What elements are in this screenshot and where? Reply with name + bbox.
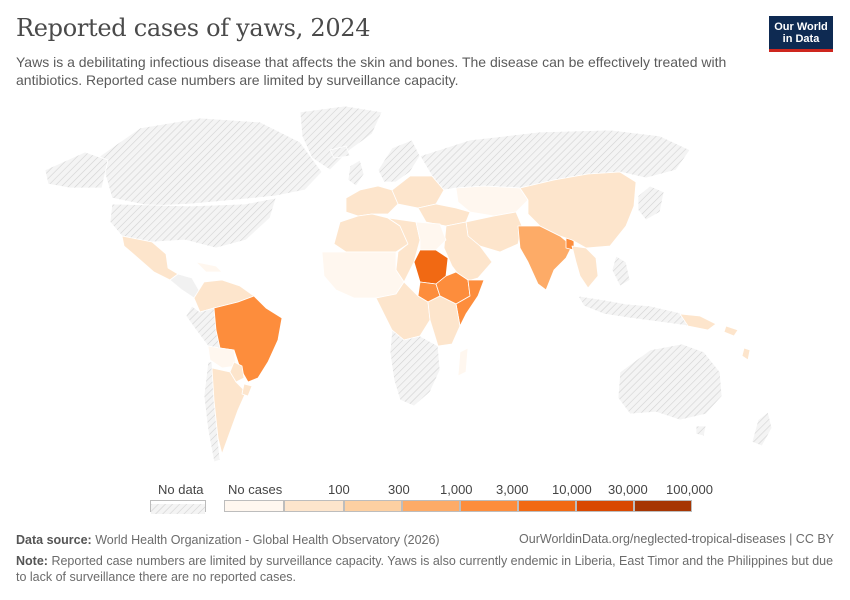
legend-tick-10000: 10,000 xyxy=(552,482,592,497)
data-source-text: World Health Organization - Global Healt… xyxy=(95,533,440,547)
legend-swatch-30000-100000 xyxy=(634,500,692,512)
legend-swatch-1000-3000 xyxy=(460,500,518,512)
legend-swatch-10000-30000 xyxy=(576,500,634,512)
region-central-america xyxy=(169,273,201,299)
chart-subtitle: Yaws is a debilitating infectious diseas… xyxy=(16,54,727,88)
region-solomon-islands xyxy=(723,325,739,337)
region-paraguay xyxy=(229,361,245,383)
legend-no-data-label: No data xyxy=(158,482,204,497)
region-china xyxy=(519,171,637,249)
region-japan-korea xyxy=(637,185,665,221)
legend-no-cases-swatch xyxy=(224,500,284,512)
region-southeast-asia xyxy=(571,245,599,289)
source-url-link[interactable]: OurWorldinData.org/neglected-tropical-di… xyxy=(519,532,834,546)
note-text: Reported case numbers are limited by sur… xyxy=(16,554,834,584)
region-philippines xyxy=(611,255,631,287)
logo-line-2: in Data xyxy=(782,33,820,45)
note-label: Note: xyxy=(16,554,48,568)
region-madagascar xyxy=(457,347,469,377)
region-brazil xyxy=(213,295,283,383)
region-west-africa xyxy=(321,251,405,299)
region-mexico xyxy=(121,235,179,281)
region-uruguay xyxy=(241,383,253,397)
region-iceland xyxy=(329,145,351,159)
region-png xyxy=(679,313,717,331)
region-alaska xyxy=(44,151,109,189)
region-usa xyxy=(109,197,277,249)
region-argentina xyxy=(211,367,247,455)
region-egypt xyxy=(415,221,447,251)
region-canada xyxy=(99,117,323,207)
legend-tick-100: 100 xyxy=(328,482,350,497)
legend-swatch-3000-10000 xyxy=(518,500,576,512)
legend-tick-1000: 1,000 xyxy=(440,482,473,497)
logo-line-1: Our World xyxy=(774,21,828,33)
region-eastern-europe xyxy=(391,175,445,209)
data-source-line: Data source: World Health Organization -… xyxy=(16,532,834,548)
region-australia xyxy=(617,343,723,421)
region-western-europe xyxy=(345,185,399,217)
owid-logo[interactable]: Our World in Data xyxy=(769,16,833,52)
region-greenland xyxy=(299,105,383,171)
region-arabia xyxy=(443,221,493,283)
world-map[interactable] xyxy=(0,100,850,475)
legend-tick-3000: 3,000 xyxy=(496,482,529,497)
note-block: Note: Reported case numbers are limited … xyxy=(16,553,834,585)
legend-swatch-300-1000 xyxy=(402,500,460,512)
region-new-zealand xyxy=(751,411,773,447)
region-somalia xyxy=(455,279,485,327)
region-tasmania xyxy=(695,425,707,437)
legend-no-data-swatch xyxy=(150,500,206,514)
region-southern-africa xyxy=(389,329,441,407)
legend-tick-100000: 100,000 xyxy=(666,482,713,497)
region-scandinavia xyxy=(377,139,421,183)
region-caribbean xyxy=(195,261,223,273)
region-turkey xyxy=(417,203,471,227)
region-vanuatu xyxy=(741,347,751,361)
legend-swatch-0-100 xyxy=(284,500,344,512)
data-source-label: Data source: xyxy=(16,533,92,547)
legend-swatch-100-300 xyxy=(344,500,402,512)
legend-tick-300: 300 xyxy=(388,482,410,497)
region-east-africa xyxy=(427,295,461,347)
color-legend: No data No cases 100 300 1,000 3,000 10,… xyxy=(150,482,713,516)
legend-no-cases-label: No cases xyxy=(228,482,283,497)
region-maritime-se-asia xyxy=(577,295,701,327)
region-uk xyxy=(347,159,365,187)
chart-title: Reported cases of yaws, 2024 xyxy=(16,14,371,42)
legend-tick-30000: 30,000 xyxy=(608,482,648,497)
